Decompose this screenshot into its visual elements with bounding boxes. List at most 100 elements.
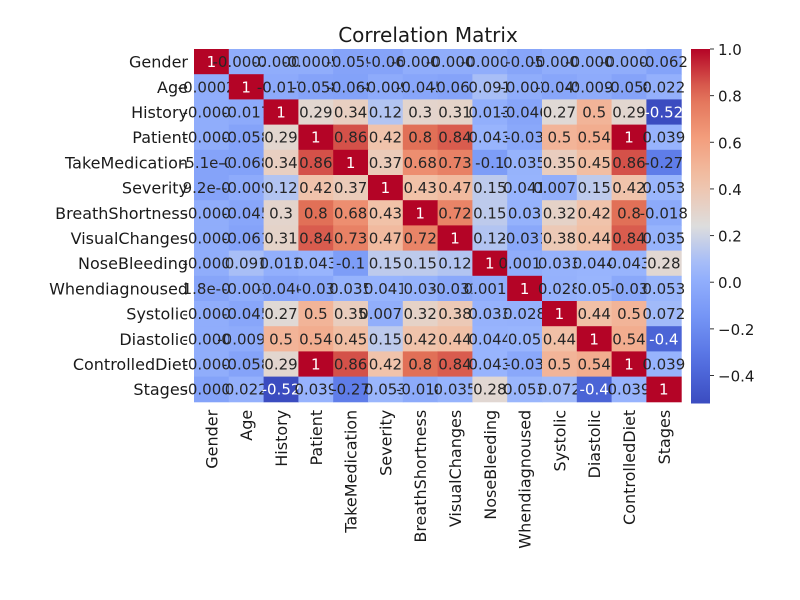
heatmap-cell-label: 0.45 — [334, 330, 367, 348]
heatmap-cell — [507, 351, 543, 378]
heatmap-cell — [194, 275, 230, 302]
heatmap-cell-label: 0.15 — [403, 255, 436, 273]
heatmap-cell — [542, 149, 578, 176]
heatmap-cell — [611, 250, 647, 277]
heatmap-cell — [228, 301, 265, 327]
heatmap-cell-label: 0.29 — [612, 104, 645, 122]
heatmap-cell-label: 0.86 — [334, 356, 367, 374]
x-tick-label: BreathShortness — [411, 410, 430, 543]
heatmap-cell — [263, 124, 299, 151]
heatmap-cell — [646, 124, 682, 151]
colorbar-tick-label: 0.6 — [718, 134, 742, 152]
heatmap-cell-label: 0.044 — [468, 330, 511, 348]
heatmap-cell-label: 0.73 — [438, 154, 471, 172]
heatmap-cell — [263, 351, 299, 378]
heatmap-cell — [507, 301, 543, 327]
heatmap-cell-label: 0.42 — [369, 356, 402, 374]
heatmap-cell — [263, 200, 299, 226]
heatmap-cell-label: 1 — [346, 154, 356, 172]
heatmap-cell — [333, 301, 369, 327]
heatmap-cell-label: 0.043 — [294, 255, 337, 273]
heatmap-cell — [228, 275, 265, 302]
heatmap-cell — [194, 326, 230, 352]
heatmap-cell-label: -0.1 — [475, 154, 504, 172]
heatmap-cell — [472, 175, 508, 201]
heatmap-cell — [368, 99, 404, 126]
colorbar-tick-label: 1.0 — [718, 41, 742, 59]
heatmap-cell — [507, 200, 543, 226]
heatmap-cell — [263, 225, 299, 252]
heatmap-cell-label: -0.058 — [222, 129, 270, 147]
heatmap-cell-label: 0.039 — [294, 381, 337, 399]
heatmap-cell-label: 0.34 — [334, 104, 367, 122]
heatmap-cell — [402, 301, 439, 327]
heatmap-cell-label: 0.03 — [403, 280, 436, 298]
heatmap-cell-label: 0.022 — [642, 78, 685, 96]
heatmap-cell-label: 1.8e-05 — [183, 280, 241, 298]
heatmap-cell-label: -0.0007 — [182, 330, 240, 348]
heatmap-cell — [194, 124, 230, 151]
heatmap-cell — [368, 376, 404, 403]
colorbar-tick-label: 0.4 — [718, 181, 742, 199]
heatmap-cell — [437, 49, 473, 75]
heatmap-cell-label: -0.046 — [257, 280, 305, 298]
heatmap-cell — [333, 225, 369, 252]
heatmap-cell — [263, 149, 299, 176]
heatmap-cell — [368, 149, 404, 176]
heatmap-cell-label: 0.34 — [264, 154, 297, 172]
heatmap-cell — [576, 351, 613, 378]
heatmap-cell-label: 0.12 — [369, 104, 402, 122]
heatmap-cell-label: -0.046 — [500, 104, 548, 122]
heatmap-cell — [542, 250, 578, 277]
heatmap-cell — [472, 49, 508, 75]
heatmap-cell-label: 0.86 — [299, 154, 332, 172]
chart-title: Correlation Matrix — [338, 23, 518, 47]
heatmap-cell — [263, 326, 299, 352]
heatmap-cell-label: -0.018 — [640, 204, 688, 222]
heatmap-cell-label: 0.12 — [438, 255, 471, 273]
heatmap-cell — [298, 376, 334, 403]
heatmap-cell-label: -0.059 — [326, 53, 374, 71]
heatmap-cell — [576, 225, 613, 252]
heatmap-cell-label: 1 — [555, 305, 565, 323]
heatmap-cell-label: 0.28 — [473, 381, 506, 399]
heatmap-cell-label: 1 — [276, 104, 286, 122]
heatmap-cell-label: 0.053 — [503, 381, 546, 399]
heatmap-cell-label: 0.043 — [608, 255, 651, 273]
heatmap-cell-label: -0.061 — [222, 230, 270, 248]
x-tick-label: VisualChanges — [446, 410, 465, 527]
x-tick-label: Whendiagnoused — [516, 410, 535, 549]
heatmap-cell-label: 0.15 — [473, 204, 506, 222]
heatmap-cell — [611, 124, 647, 151]
x-tick-label: NoseBleeding — [481, 410, 500, 520]
heatmap-cell-label: -0.017 — [222, 104, 270, 122]
heatmap-cell-label: 0.68 — [403, 154, 436, 172]
heatmap-cell — [542, 326, 578, 352]
heatmap-cell-label: 0.035 — [642, 230, 685, 248]
heatmap-cell — [611, 326, 647, 352]
heatmap-cell-label: 0.3 — [269, 204, 293, 222]
heatmap-cell — [194, 301, 230, 327]
heatmap-cell-label: 0.37 — [369, 154, 402, 172]
heatmap-cell — [228, 225, 265, 252]
heatmap-cell — [368, 275, 404, 302]
heatmap-cell — [472, 301, 508, 327]
y-tick-label: Stages — [133, 380, 188, 399]
heatmap-cell-label: -0.0005 — [182, 356, 240, 374]
y-tick-label: TakeMedication — [64, 153, 188, 172]
heatmap-cell — [298, 99, 334, 126]
heatmap-cell-label: -0.03 — [296, 280, 335, 298]
heatmap-cell — [611, 74, 647, 100]
heatmap-cell-label: -0.52 — [262, 381, 301, 399]
heatmap-cell-label: -0.009 — [361, 78, 409, 96]
heatmap-cell-label: 1 — [381, 179, 391, 197]
heatmap-cell-label: -0.018 — [396, 381, 444, 399]
heatmap-cell — [437, 275, 473, 302]
heatmap-cell — [646, 74, 682, 100]
heatmap-cell-label: 0.033 — [468, 305, 511, 323]
heatmap-cell — [228, 99, 265, 126]
heatmap-cell — [194, 99, 230, 126]
heatmap-cell-label: 0.86 — [612, 154, 645, 172]
heatmap-cell — [542, 301, 578, 327]
heatmap-cell-label: 0.5 — [547, 129, 571, 147]
